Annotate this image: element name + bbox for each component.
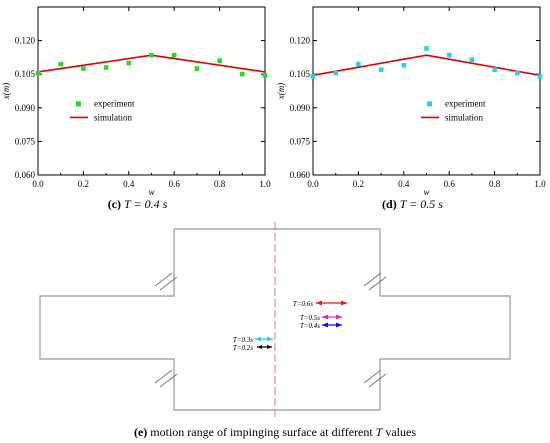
channel-outline xyxy=(39,228,511,411)
range-arrowhead-left-1 xyxy=(322,314,328,320)
caption-c-letter: (c) xyxy=(107,197,122,211)
x-axis-label: w xyxy=(148,187,154,195)
legend-experiment-label: experiment xyxy=(445,98,486,108)
x-tick-label: 0.0 xyxy=(307,179,319,189)
x-tick-label: 0.2 xyxy=(78,179,89,189)
caption-c: (c) T = 0.4 s xyxy=(0,197,275,212)
x-tick-label: 1.0 xyxy=(534,179,546,189)
experiment-point xyxy=(333,70,338,76)
range-arrowhead-left-0 xyxy=(316,300,322,306)
chart-panel-c: 0.0 0.2 0.4 0.6 0.8 1.0 0.060 0.075 0.090 0.105 0.… xyxy=(0,0,275,215)
experiment-point xyxy=(310,74,316,79)
experiment-point xyxy=(58,61,63,67)
legend-simulation-label: simulation xyxy=(445,112,483,122)
y-axis-label: x(m) xyxy=(1,83,11,101)
range-label-2: T=0.4s xyxy=(300,322,320,330)
legend-experiment-marker xyxy=(427,101,432,107)
range-arrowhead-right-2 xyxy=(336,322,342,328)
break-mark-bottom-right xyxy=(363,369,387,388)
experiment-point xyxy=(537,74,543,79)
x-tick-label: 0.8 xyxy=(489,179,501,189)
x-tick-label: 0.8 xyxy=(214,179,226,189)
y-tick-label: 0.090 xyxy=(290,103,311,113)
x-tick-label: 0.6 xyxy=(169,179,181,189)
caption-e-text-after: values xyxy=(385,425,417,439)
x-tick-label: 0.2 xyxy=(353,179,364,189)
chart-c: 0.0 0.2 0.4 0.6 0.8 1.0 0.060 0.075 0.090 0.105 0.… xyxy=(1,6,271,197)
range-label-0: T=0.6s xyxy=(293,300,313,308)
y-tick-label: 0.060 xyxy=(15,170,36,180)
caption-d: (d) T = 0.5 s xyxy=(275,197,550,212)
range-arrowhead-left-2 xyxy=(322,322,328,328)
legend-experiment-label: experiment xyxy=(94,98,135,108)
diagram-panel-e: T=0.6s T=0.5s T=0.4s T=0.3s T=0.2s (e) m… xyxy=(0,220,550,443)
range-label-3: T=0.3s xyxy=(233,336,253,344)
simulation-line xyxy=(312,54,541,77)
experiment-point xyxy=(103,65,109,70)
range-arrowhead-right-0 xyxy=(341,300,347,306)
caption-c-text: T = 0.4 s xyxy=(124,197,168,211)
range-label-4: T=0.2s xyxy=(233,344,253,352)
caption-d-text: T = 0.5 s xyxy=(399,197,443,211)
caption-e: (e) motion range of impinging surface at… xyxy=(0,425,550,440)
range-arrowhead-left-3 xyxy=(255,336,261,342)
x-tick-label: 0.6 xyxy=(444,179,456,189)
break-mark-top-right xyxy=(363,272,387,291)
experiment-point xyxy=(81,66,86,71)
experiment-point xyxy=(35,70,41,76)
break-mark-top-left xyxy=(154,272,178,291)
x-axis-label: w xyxy=(423,187,429,195)
experiment-point xyxy=(492,67,497,73)
caption-d-letter: (d) xyxy=(382,197,397,211)
range-arrowhead-left-4 xyxy=(257,345,262,349)
caption-e-variable: T xyxy=(375,425,383,439)
experiment-point xyxy=(149,52,154,58)
range-label-1: T=0.5s xyxy=(300,314,320,322)
chart-panel-d: 0.0 0.2 0.4 0.6 0.8 1.0 0.060 0.075 0.090 0.105 0.… xyxy=(275,0,550,215)
chart-d: 0.0 0.2 0.4 0.6 0.8 1.0 0.060 0.075 0.090 0.105 0.… xyxy=(276,6,546,197)
y-tick-label: 0.060 xyxy=(290,170,311,180)
legend-experiment-marker xyxy=(76,101,81,107)
range-arrowhead-right-3 xyxy=(267,336,273,342)
experiment-point xyxy=(217,58,222,64)
range-arrowhead-right-4 xyxy=(267,345,272,349)
experiment-point xyxy=(515,70,520,76)
legend-simulation-label: simulation xyxy=(94,112,132,122)
experiment-point xyxy=(126,60,132,66)
y-tick-label: 0.120 xyxy=(15,36,36,46)
y-tick-label: 0.075 xyxy=(290,136,311,146)
simulation-line xyxy=(37,54,266,73)
experiment-point xyxy=(262,73,268,78)
experiment-point xyxy=(401,62,407,68)
experiment-point xyxy=(424,46,429,51)
break-mark-bottom-left xyxy=(154,369,178,388)
x-tick-label: 0.0 xyxy=(32,179,44,189)
x-tick-label: 1.0 xyxy=(259,179,271,189)
y-tick-label: 0.075 xyxy=(15,136,36,146)
x-tick-label: 0.4 xyxy=(123,179,135,189)
experiment-point xyxy=(469,57,475,62)
y-tick-label: 0.120 xyxy=(290,36,311,46)
experiment-point xyxy=(171,52,177,58)
y-tick-label: 0.105 xyxy=(15,69,36,79)
experiment-point xyxy=(194,66,200,71)
y-axis-label: x(m) xyxy=(276,83,286,101)
caption-e-letter: (e) xyxy=(133,425,148,439)
experiment-point xyxy=(356,61,361,67)
experiment-point xyxy=(240,71,245,77)
experiment-point xyxy=(378,67,384,73)
y-tick-label: 0.105 xyxy=(290,69,311,79)
plot-frame xyxy=(312,6,541,176)
y-tick-label: 0.090 xyxy=(15,103,36,113)
range-arrowhead-right-1 xyxy=(336,314,342,320)
caption-e-text-before: motion range of impinging surface at dif… xyxy=(150,425,373,439)
motion-range-diagram: T=0.6s T=0.5s T=0.4s T=0.3s T=0.2s xyxy=(39,222,511,420)
experiment-point xyxy=(446,52,452,58)
plot-frame xyxy=(37,6,266,176)
x-tick-label: 0.4 xyxy=(398,179,410,189)
